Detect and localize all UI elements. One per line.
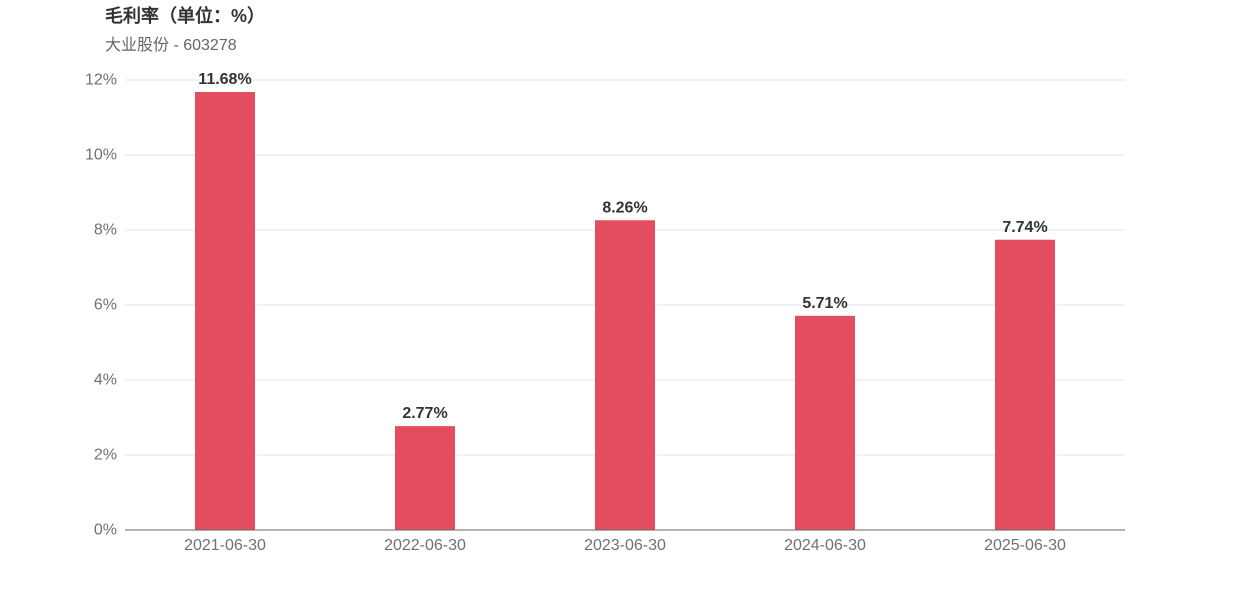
- y-tick-label: 10%: [85, 147, 117, 164]
- x-tick-label: 2025-06-30: [984, 537, 1066, 554]
- y-tick-label: 2%: [94, 447, 117, 464]
- y-axis-ticks: 0% 2% 4% 6% 8% 10% 12%: [85, 72, 117, 539]
- bar: [795, 315, 855, 530]
- y-tick-label: 0%: [94, 522, 117, 539]
- bar: [395, 426, 455, 530]
- bar: [195, 92, 255, 530]
- data-label: 2.77%: [402, 405, 447, 422]
- chart-title: 毛利率（单位：%）: [105, 6, 266, 26]
- x-tick-label: 2023-06-30: [584, 537, 666, 554]
- y-tick-label: 12%: [85, 72, 117, 89]
- data-label: 11.68%: [198, 71, 251, 88]
- x-axis-ticks: 2021-06-30 2022-06-30 2023-06-30 2024-06-30…: [184, 537, 1066, 554]
- x-tick-label: 2021-06-30: [184, 537, 266, 554]
- data-label: 8.26%: [602, 199, 647, 216]
- chart-subtitle: 大业股份 - 603278: [105, 37, 237, 54]
- y-tick-label: 8%: [94, 222, 117, 239]
- bar-series: [195, 92, 1055, 530]
- x-tick-label: 2022-06-30: [384, 537, 466, 554]
- data-label: 7.74%: [1002, 219, 1047, 236]
- data-label: 5.71%: [802, 295, 847, 312]
- bar: [995, 239, 1055, 530]
- bar: [595, 220, 655, 530]
- y-tick-label: 4%: [94, 372, 117, 389]
- data-labels: 11.68% 2.77% 8.26% 5.71% 7.74%: [198, 71, 1047, 422]
- y-tick-label: 6%: [94, 297, 117, 314]
- x-tick-label: 2024-06-30: [784, 537, 866, 554]
